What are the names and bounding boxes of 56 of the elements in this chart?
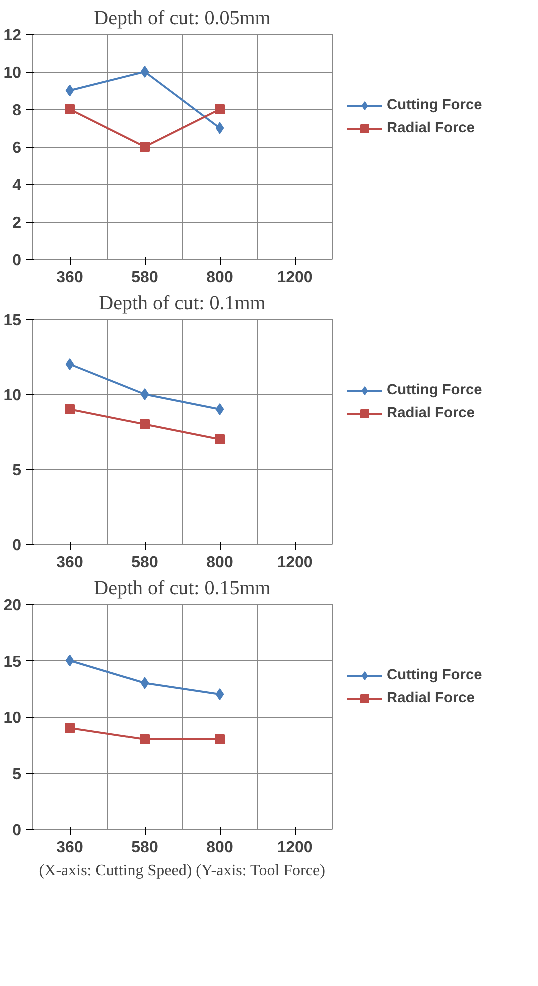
x-tick-label: 800 [206, 840, 234, 856]
legend-label: Radial Force [387, 690, 475, 707]
legend-label: Cutting Force [387, 98, 482, 114]
x-tick-label: 580 [132, 554, 158, 572]
point [216, 688, 224, 700]
x-tick-label: 1200 [277, 270, 313, 286]
x-tick-label: 1200 [277, 554, 313, 572]
x-tick-label: 360 [56, 270, 84, 286]
y-tick-label: 15 [4, 654, 22, 671]
legend-label: Radial Force [387, 406, 475, 422]
legend-label: Cutting Force [387, 382, 482, 399]
y-tick-label: 2 [12, 215, 22, 232]
y-tick-label: 20 [4, 598, 22, 614]
chart-title: Depth of cut: 0.05mm [94, 8, 272, 30]
point [215, 434, 225, 444]
legend-label: Radial Force [387, 120, 475, 137]
x-tick-label: 1200 [277, 840, 313, 856]
point [215, 104, 225, 114]
point [140, 420, 150, 430]
y-tick-label: 12 [4, 28, 22, 44]
legend-label: Cutting Force [387, 668, 482, 684]
x-tick-label: 360 [56, 840, 84, 856]
y-tick-label: 4 [12, 178, 22, 194]
point [66, 358, 74, 370]
text: (X-axis: Cutting Speed) (Y-axis: Tool Force) [39, 862, 326, 880]
x-tick-label: 360 [56, 554, 84, 572]
x-tick-label: 800 [206, 554, 234, 572]
y-tick-label: 10 [4, 388, 22, 404]
y-tick-label: 8 [12, 102, 22, 120]
point [65, 723, 75, 734]
y-tick-label: 15 [4, 312, 22, 330]
y-tick-label: 0 [12, 822, 22, 840]
y-tick-label: 5 [12, 766, 22, 784]
y-tick-label: 0 [12, 538, 22, 554]
point [140, 388, 150, 400]
point [140, 734, 150, 744]
point [140, 66, 150, 78]
y-tick-label: 10 [4, 710, 22, 727]
y-tick-label: 10 [4, 65, 22, 82]
chart-title: Depth of cut: 0.15mm [94, 578, 272, 600]
point [216, 404, 224, 416]
x-tick-label: 800 [206, 270, 234, 286]
x-tick-label: 580 [132, 270, 158, 286]
point [65, 104, 75, 114]
point [140, 142, 150, 152]
point [140, 677, 150, 690]
point [66, 654, 74, 667]
point [66, 84, 74, 97]
y-tick-label: 5 [12, 462, 22, 480]
y-tick-label: 0 [12, 252, 22, 270]
x-tick-label: 580 [132, 840, 158, 856]
chart-title: Depth of cut: 0.1mm [99, 292, 266, 314]
point [215, 734, 225, 744]
y-tick-label: 6 [12, 140, 22, 157]
point [65, 404, 75, 414]
point [216, 122, 224, 134]
